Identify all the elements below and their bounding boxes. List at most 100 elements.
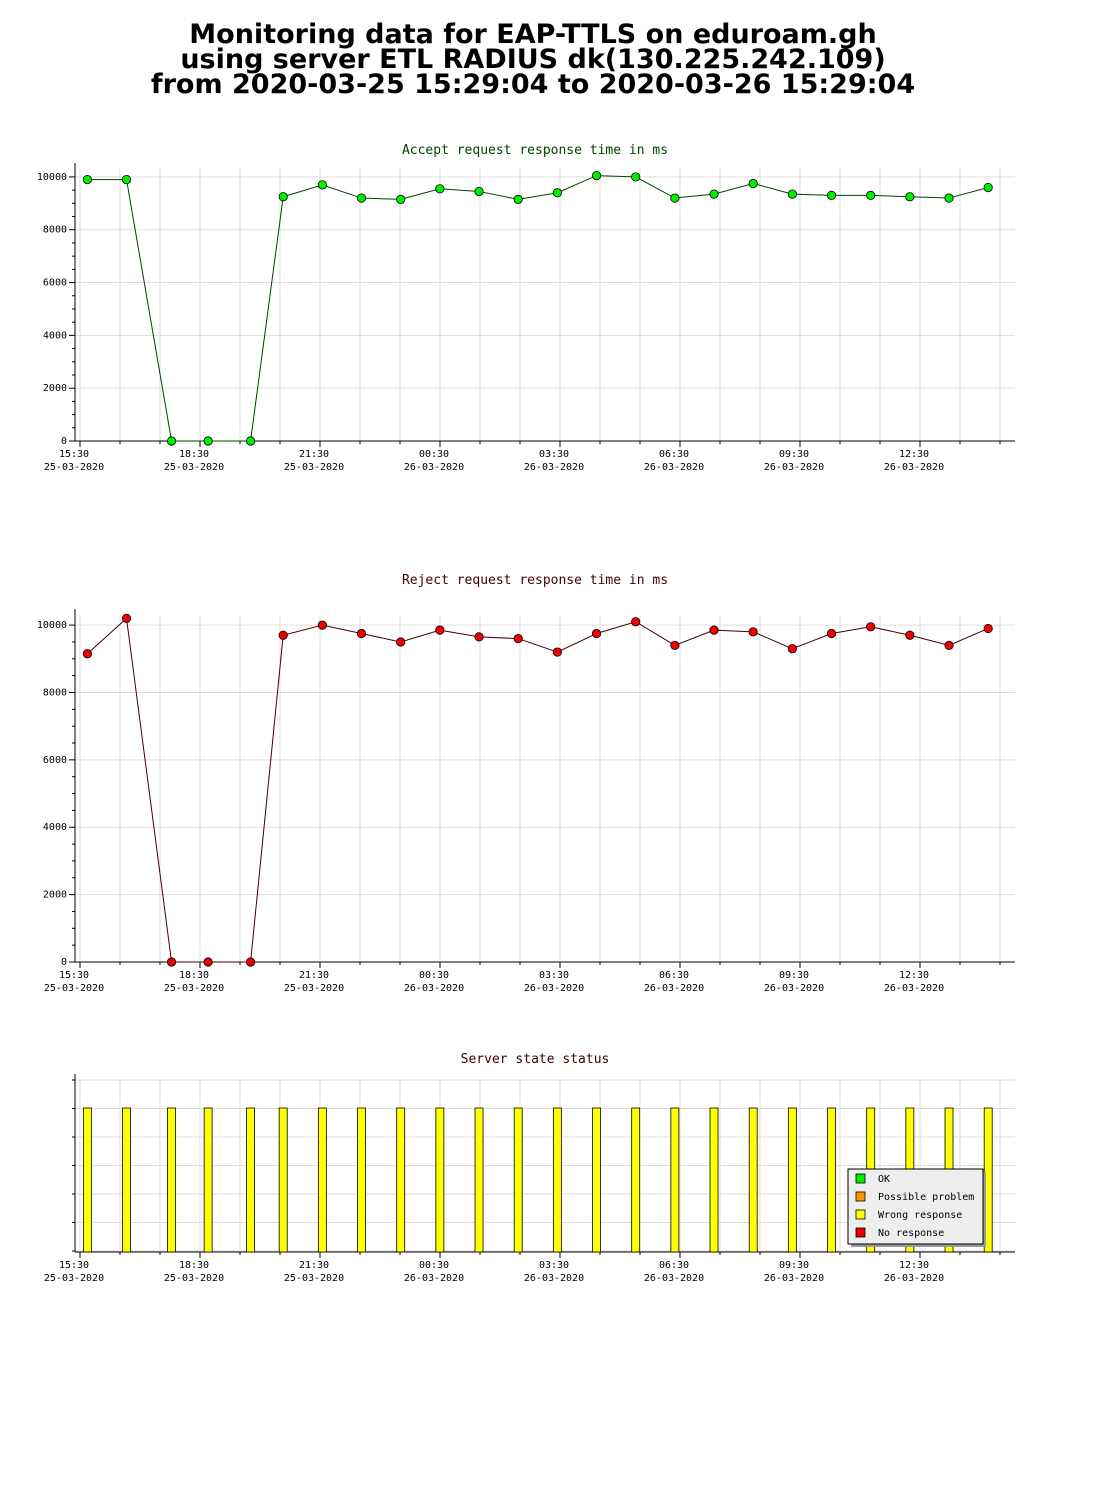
data-point — [670, 193, 680, 203]
x-tick-label-time: 21:30 — [299, 449, 329, 460]
x-tick-label-time: 00:30 — [419, 1260, 449, 1271]
data-point — [356, 628, 367, 639]
data-point — [245, 957, 256, 967]
data-point — [631, 172, 641, 182]
x-tick-label-date: 26-03-2020 — [764, 983, 824, 994]
x-tick-label-date: 26-03-2020 — [884, 462, 944, 473]
legend-label: Possible problem — [878, 1192, 974, 1203]
data-point — [317, 620, 327, 630]
x-tick-label-date: 25-03-2020 — [164, 1273, 224, 1284]
data-point — [278, 630, 288, 640]
data-point — [166, 436, 177, 446]
status-bar — [122, 1107, 131, 1253]
data-point — [591, 628, 602, 639]
data-point — [748, 178, 758, 189]
legend-swatch — [855, 1173, 866, 1184]
data-point — [435, 625, 445, 635]
data-point — [317, 180, 327, 190]
data-point — [670, 640, 680, 650]
y-tick-label: 6000 — [43, 755, 67, 766]
data-point — [203, 436, 213, 446]
series-line — [87, 175, 989, 442]
status-bar — [827, 1107, 836, 1253]
data-point — [82, 174, 92, 185]
series-line — [87, 617, 989, 963]
status-bar — [787, 1107, 797, 1253]
data-point — [474, 186, 484, 197]
data-point — [983, 182, 993, 193]
x-tick-label-time: 00:30 — [419, 970, 449, 981]
status-bar — [317, 1107, 327, 1253]
data-point — [245, 436, 256, 446]
status-bar — [435, 1107, 445, 1253]
x-tick-label-date: 25-03-2020 — [164, 462, 224, 473]
data-point — [826, 628, 837, 639]
data-point — [944, 640, 954, 650]
data-point — [709, 625, 719, 635]
legend-label: No response — [878, 1228, 944, 1239]
x-tick-label-time: 15:30 — [59, 449, 89, 460]
status-bar — [592, 1107, 601, 1253]
data-point — [552, 647, 562, 657]
data-point — [203, 957, 213, 967]
x-tick-label-date: 25-03-2020 — [284, 462, 344, 473]
data-point — [396, 637, 406, 647]
x-tick-label-date: 26-03-2020 — [644, 1273, 704, 1284]
x-tick-label-date: 26-03-2020 — [884, 983, 944, 994]
data-point — [513, 633, 523, 644]
x-tick-label-date: 25-03-2020 — [284, 1273, 344, 1284]
chart-title: Accept request response time in ms — [402, 143, 668, 158]
accept-response-chart: Accept request response time in ms 15:30 2… — [37, 143, 1015, 473]
data-point — [552, 188, 562, 198]
data-point — [513, 194, 523, 204]
y-tick-label: 8000 — [43, 687, 67, 698]
title-line-1: Monitoring data for EAP-TTLS on eduroam.… — [189, 19, 877, 50]
data-point — [866, 622, 876, 632]
status-bar — [631, 1107, 641, 1253]
x-tick-label-time: 03:30 — [539, 970, 569, 981]
legend-swatch — [855, 1227, 866, 1238]
y-tick-label: 10000 — [37, 172, 67, 183]
y-tick-label: 6000 — [43, 278, 67, 289]
data-point — [748, 627, 758, 637]
y-tick-label: 4000 — [43, 822, 67, 833]
data-point — [631, 617, 641, 627]
y-tick-label: 2000 — [43, 383, 67, 394]
x-tick-label-date: 26-03-2020 — [524, 1273, 584, 1284]
data-point — [121, 613, 132, 623]
legend-swatch — [855, 1191, 866, 1202]
x-tick-label-date: 26-03-2020 — [644, 462, 704, 473]
status-bar — [396, 1107, 406, 1253]
data-point — [435, 184, 445, 194]
data-point — [166, 957, 177, 967]
page-title: Monitoring data for EAP-TTLS on eduroam.… — [0, 19, 1066, 98]
x-tick-label-time: 06:30 — [659, 1260, 689, 1271]
x-tick-label-date: 25-03-2020 — [44, 1273, 104, 1284]
reject-response-chart: Reject request response time in ms 15:30 2… — [37, 573, 1015, 994]
y-tick-label: 4000 — [43, 330, 67, 341]
x-tick-label-date: 26-03-2020 — [524, 462, 584, 473]
data-point — [983, 623, 993, 634]
y-tick-label: 2000 — [43, 890, 67, 901]
x-tick-label-time: 18:30 — [179, 449, 209, 460]
legend-swatch — [855, 1209, 866, 1220]
x-tick-label-date: 26-03-2020 — [764, 462, 824, 473]
status-bar — [167, 1107, 176, 1253]
status-bar — [474, 1107, 484, 1253]
x-tick-label-time: 21:30 — [299, 970, 329, 981]
server-state-chart: Server state status 15:30 25-03-2020 18:30 2… — [44, 1052, 1015, 1284]
x-tick-label-date: 26-03-2020 — [644, 983, 704, 994]
status-bar — [513, 1107, 523, 1253]
status-bar — [82, 1107, 92, 1253]
x-tick-label-time: 15:30 — [59, 1260, 89, 1271]
x-tick-label-time: 18:30 — [179, 970, 209, 981]
data-point — [356, 193, 367, 203]
x-tick-label-date: 26-03-2020 — [404, 462, 464, 473]
data-point — [278, 192, 288, 202]
x-tick-label-date: 25-03-2020 — [284, 983, 344, 994]
x-tick-label-time: 03:30 — [539, 449, 569, 460]
status-bar — [709, 1107, 719, 1253]
x-tick-label-date: 26-03-2020 — [764, 1273, 824, 1284]
status-bar — [748, 1107, 758, 1253]
legend-label: OK — [878, 1174, 890, 1185]
